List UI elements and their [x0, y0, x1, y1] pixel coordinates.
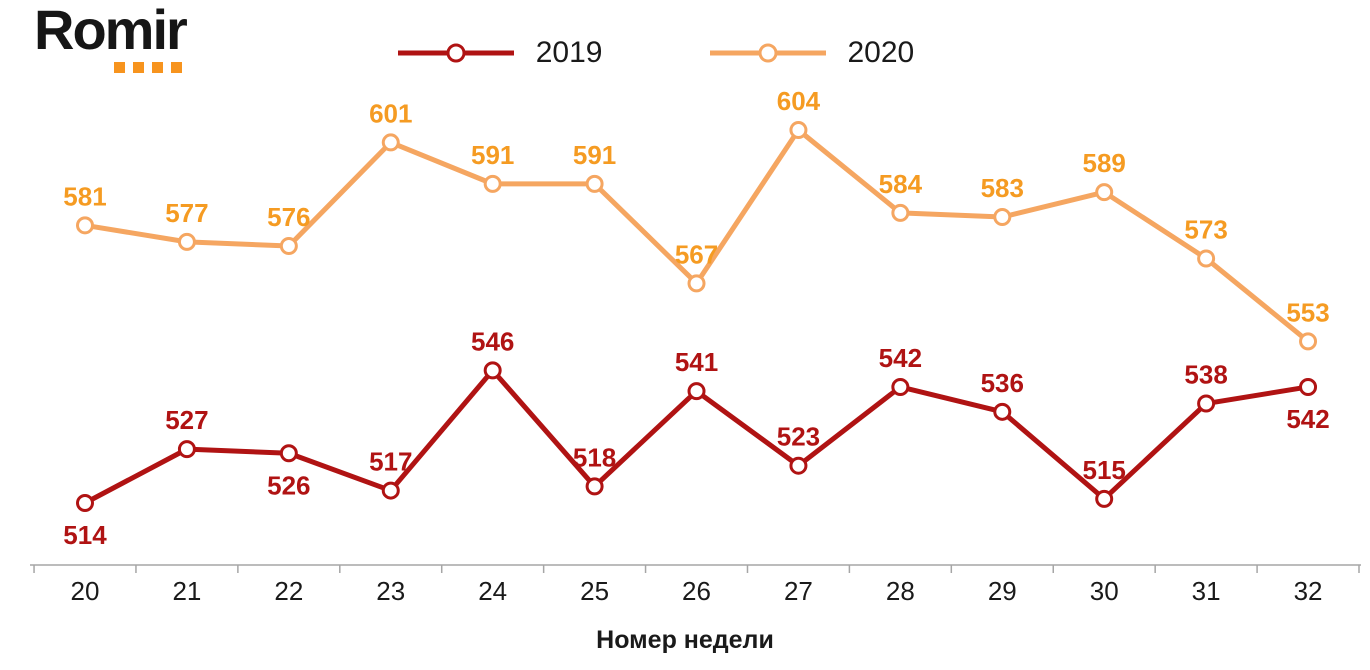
data-label-2019: 526 — [267, 470, 310, 500]
data-point-2019 — [585, 477, 604, 496]
x-tick-label: 29 — [988, 576, 1017, 606]
data-point-2019 — [381, 481, 400, 500]
data-label-2020: 567 — [675, 239, 718, 269]
data-label-2020: 591 — [471, 140, 514, 170]
x-tick-label: 28 — [886, 576, 915, 606]
logo-dot — [171, 62, 182, 73]
data-label-2020: 589 — [1083, 148, 1126, 178]
data-point-2020 — [891, 203, 910, 222]
data-point-2020 — [585, 174, 604, 193]
x-axis-title: Номер недели — [596, 626, 774, 654]
data-label-2020: 604 — [777, 86, 821, 116]
data-point-2019 — [1197, 394, 1216, 413]
data-label-2019: 541 — [675, 347, 718, 377]
data-label-2019: 515 — [1083, 455, 1126, 485]
data-point-2020 — [789, 121, 808, 139]
x-tick-label: 26 — [682, 576, 711, 606]
romir-logo: Romir — [34, 2, 254, 92]
data-point-2020 — [1299, 332, 1318, 351]
legend-label: 2020 — [847, 36, 915, 69]
legend-marker-2020 — [709, 43, 826, 63]
data-point-2019 — [891, 377, 910, 396]
data-point-2019 — [993, 402, 1012, 421]
x-tick-label: 32 — [1294, 576, 1323, 606]
data-point-2019 — [1299, 377, 1318, 396]
legend-item-2020: 2020 — [708, 36, 915, 70]
romir-logo-dots — [114, 62, 182, 73]
data-label-2019: 542 — [1286, 404, 1329, 434]
data-label-2019: 538 — [1184, 360, 1227, 390]
data-point-2019 — [76, 493, 94, 512]
romir-logo-text: Romir — [34, 0, 188, 61]
legend-item-2019: 2019 — [396, 36, 603, 70]
data-label-2020: 583 — [981, 173, 1024, 203]
data-label-2019: 523 — [777, 422, 820, 452]
data-point-2020 — [687, 274, 706, 293]
data-label-2019: 536 — [981, 368, 1024, 398]
x-tick-label: 31 — [1192, 576, 1221, 606]
legend-point — [446, 43, 466, 63]
data-point-2019 — [177, 440, 196, 459]
data-label-2020: 553 — [1286, 297, 1329, 327]
data-label-2020: 576 — [267, 202, 310, 232]
data-point-2020 — [1095, 183, 1114, 202]
data-point-2019 — [1095, 489, 1114, 508]
data-label-2019: 517 — [369, 447, 412, 477]
data-point-2020 — [1197, 249, 1216, 268]
data-label-2020: 581 — [63, 181, 106, 211]
data-label-2020: 573 — [1184, 214, 1227, 244]
data-point-2019 — [687, 382, 706, 401]
legend-marker-2019 — [397, 43, 514, 63]
data-point-2019 — [279, 444, 298, 463]
x-tick-label: 21 — [172, 576, 201, 606]
data-label-2019: 546 — [471, 326, 514, 356]
data-label-2019: 514 — [63, 520, 107, 550]
x-tick-label: 30 — [1090, 576, 1119, 606]
data-point-2019 — [483, 361, 502, 380]
data-label-2020: 584 — [879, 169, 923, 199]
data-point-2020 — [993, 208, 1012, 227]
x-tick-label: 25 — [580, 576, 609, 606]
logo-dot — [133, 62, 144, 73]
data-point-2019 — [789, 456, 808, 475]
x-tick-label: 20 — [71, 576, 100, 606]
data-point-2020 — [177, 232, 196, 251]
x-tick-label: 24 — [478, 576, 507, 606]
logo-dot — [114, 62, 125, 73]
data-label-2020: 591 — [573, 140, 616, 170]
data-label-2020: 577 — [165, 198, 208, 228]
data-point-2020 — [279, 237, 298, 256]
logo-dot — [152, 62, 163, 73]
data-label-2019: 542 — [879, 343, 922, 373]
x-tick-label: 23 — [376, 576, 405, 606]
data-point-2020 — [483, 174, 502, 193]
legend-label: 2019 — [535, 36, 603, 69]
data-point-2020 — [76, 216, 94, 235]
x-tick-label: 22 — [274, 576, 303, 606]
data-label-2019: 527 — [165, 405, 208, 435]
data-point-2020 — [381, 133, 400, 152]
legend-point — [758, 43, 777, 63]
data-label-2020: 601 — [369, 98, 412, 128]
x-tick-label: 27 — [784, 576, 813, 606]
chart-legend: 2019 2020 — [0, 36, 1310, 70]
data-label-2019: 518 — [573, 442, 616, 472]
